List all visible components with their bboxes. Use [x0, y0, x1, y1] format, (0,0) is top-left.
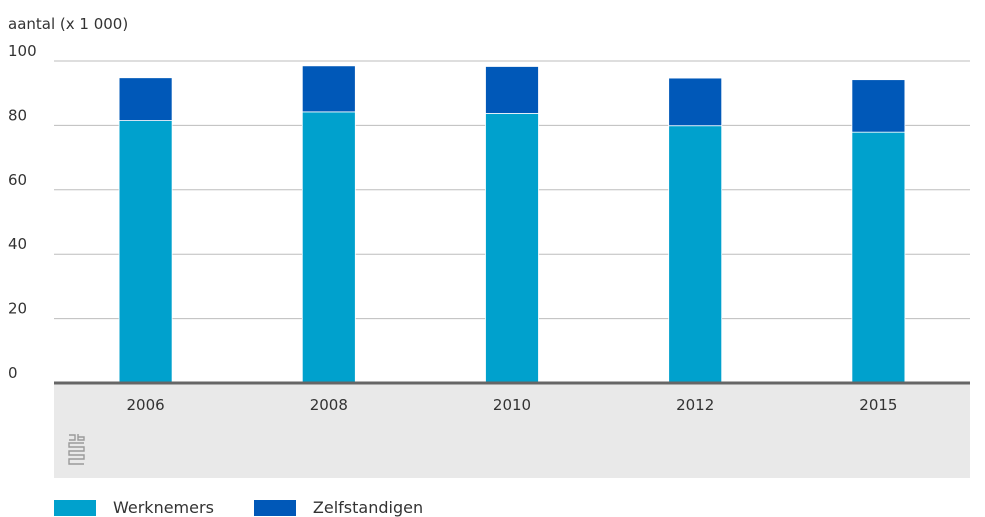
bar-zelfstandigen-2008	[301, 65, 356, 113]
legend-item-werknemers: Werknemers	[54, 498, 214, 517]
legend-item-zelfstandigen: Zelfstandigen	[253, 498, 424, 517]
bar-zelfstandigen-2010	[485, 66, 539, 114]
legend-swatch-zelfstandigen	[253, 499, 296, 516]
bar-werknemers-2015	[851, 131, 906, 384]
x-tick-label-2010: 2010	[493, 396, 531, 414]
x-tick-labels: 2006 2008 2010 2012 2015	[127, 396, 898, 414]
y-tick-label: 20	[8, 300, 27, 318]
bar-zelfstandigen-2015	[851, 79, 906, 133]
legend-swatch-werknemers	[54, 499, 96, 516]
bars	[118, 65, 906, 384]
x-axis-band	[54, 384, 970, 478]
y-tick-label: 60	[8, 171, 27, 189]
bar-werknemers-2010	[485, 113, 539, 384]
legend-label-zelfstandigen: Zelfstandigen	[312, 498, 424, 517]
y-tick-label: 80	[8, 106, 27, 124]
bar-werknemers-2006	[118, 120, 173, 384]
bar-werknemers-2012	[668, 125, 723, 384]
x-tick-label-2008: 2008	[310, 396, 348, 414]
bar-zelfstandigen-2006	[118, 77, 173, 121]
y-tick-label: 100	[8, 42, 37, 60]
x-tick-label-2015: 2015	[859, 396, 897, 414]
y-tick-labels: 0 20 40 60 80 100	[8, 42, 37, 382]
y-axis-label: aantal (x 1 000)	[8, 15, 128, 33]
y-tick-label: 40	[8, 235, 27, 253]
bar-werknemers-2008	[301, 111, 356, 384]
legend: Werknemers Zelfstandigen	[54, 498, 463, 517]
cbs-logo-icon	[68, 434, 85, 465]
legend-label-werknemers: Werknemers	[113, 498, 214, 517]
x-tick-label-2012: 2012	[676, 396, 714, 414]
bar-zelfstandigen-2012	[668, 77, 723, 127]
y-tick-label: 0	[8, 364, 18, 382]
x-tick-label-2006: 2006	[127, 396, 165, 414]
